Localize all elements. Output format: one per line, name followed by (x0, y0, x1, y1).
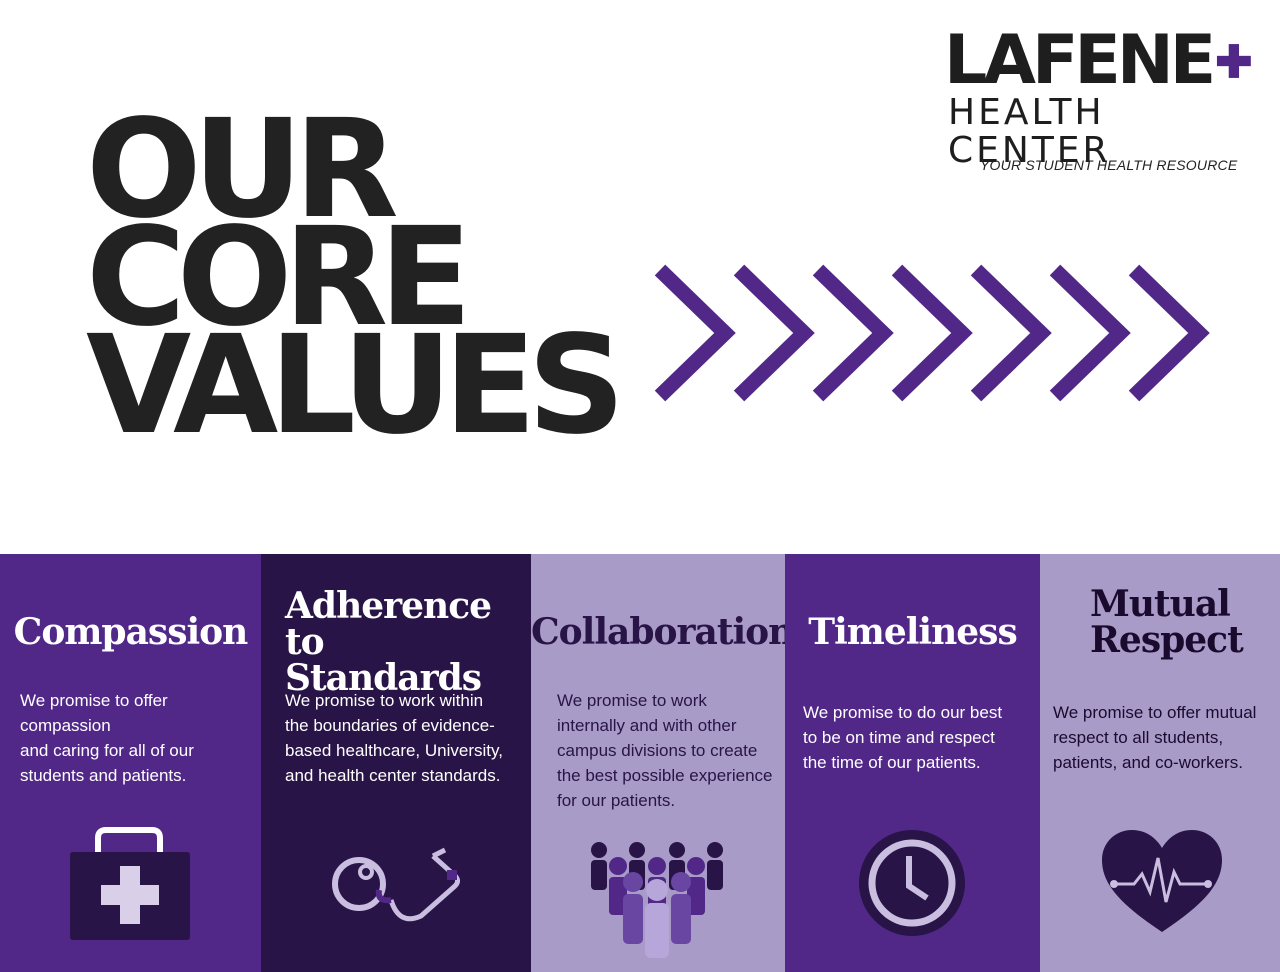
value-adherence-to-standards: Adherence to Standards We promise to wor… (261, 554, 531, 972)
group-of-people-icon (591, 842, 723, 958)
value-title: Timeliness (808, 611, 1017, 653)
logo-wordmark: LAFENE (944, 26, 1254, 96)
title-line-core: CORE (86, 199, 472, 357)
title-line-our: OUR (86, 91, 399, 249)
page-title: OUR CORE VALUES (86, 91, 625, 465)
value-description: We promise to offer mutual respect to al… (1053, 703, 1257, 772)
value-collaboration: Collaboration We promise to work interna… (531, 554, 785, 972)
heartbeat-heart-icon (1102, 830, 1222, 932)
lafene-logo: LAFENE HEALTH CENTER (944, 26, 1254, 170)
title-line-values: VALUES (86, 307, 625, 465)
value-description: We promise to do our best to be on time … (803, 703, 1003, 772)
value-description: We promise to offer compassion and carin… (20, 691, 194, 785)
tagline: YOUR STUDENT HEALTH RESOURCE (980, 157, 1238, 173)
value-title: Compassion (13, 611, 249, 653)
value-timeliness: Timeliness We promise to do our best to … (785, 554, 1040, 972)
logo-subtitle: HEALTH CENTER (948, 92, 1111, 171)
value-description: We promise to work within the boundaries… (285, 691, 503, 785)
logo-name: LAFENE (944, 21, 1216, 100)
value-title: Adherence to Standards (285, 585, 492, 699)
plus-icon (1217, 44, 1252, 78)
value-mutual-respect: Mutual Respect We promise to offer mutua… (1040, 554, 1280, 972)
value-compassion: Compassion We promise to offer compassio… (0, 554, 261, 972)
core-values-panel: Compassion We promise to offer compassio… (0, 554, 1280, 972)
clock-icon (859, 830, 965, 936)
first-aid-kit-icon (70, 827, 190, 940)
value-title: Mutual Respect (1090, 583, 1244, 661)
stethoscope-icon (332, 847, 461, 922)
value-description: We promise to work internally and with o… (557, 691, 773, 810)
chevron-arrows-icon (654, 264, 1210, 402)
value-title: Collaboration (531, 611, 785, 653)
